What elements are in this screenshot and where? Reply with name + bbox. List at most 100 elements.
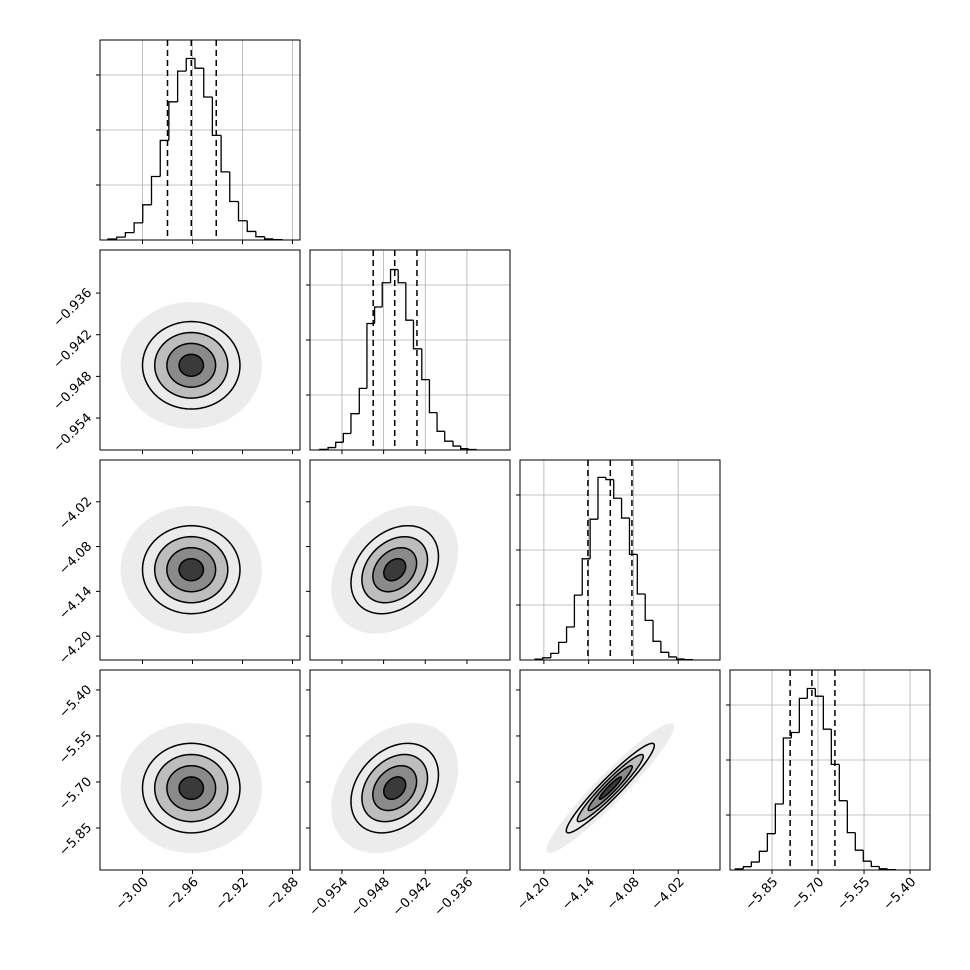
contour bbox=[141, 742, 241, 834]
panel bbox=[309, 249, 511, 451]
histogram-bin bbox=[229, 171, 239, 203]
histogram-bin bbox=[428, 379, 438, 414]
x-tick-label: −0.942 bbox=[390, 875, 435, 920]
histogram-bin bbox=[444, 431, 454, 442]
y-tick-label: −4.20 bbox=[56, 629, 95, 668]
histogram-bin bbox=[550, 652, 559, 658]
y-tick-label: −0.954 bbox=[51, 411, 96, 456]
histogram-bin bbox=[605, 477, 614, 481]
panel bbox=[99, 459, 301, 661]
contour bbox=[372, 546, 418, 593]
histogram-bin bbox=[159, 139, 169, 177]
histogram-bin bbox=[342, 432, 351, 443]
histogram-bin bbox=[758, 850, 768, 863]
contour bbox=[383, 557, 407, 582]
histogram-bin bbox=[124, 231, 135, 238]
histogram-bin bbox=[806, 687, 816, 699]
histogram-bin bbox=[421, 348, 430, 381]
contour bbox=[178, 557, 205, 582]
histogram-bin bbox=[381, 282, 391, 307]
panel bbox=[309, 669, 511, 871]
contour bbox=[598, 776, 623, 801]
panel bbox=[99, 249, 301, 451]
contour bbox=[141, 320, 241, 410]
contour bbox=[361, 753, 429, 823]
histogram-bin bbox=[436, 412, 445, 432]
histogram-bin bbox=[373, 306, 383, 324]
histogram-bin bbox=[366, 322, 375, 389]
x-tick-label: −4.08 bbox=[604, 875, 643, 914]
histogram-bin bbox=[358, 387, 367, 414]
histogram-bin bbox=[168, 101, 178, 141]
histogram-bin bbox=[774, 803, 784, 834]
histogram-bin bbox=[558, 641, 567, 654]
x-tick-label: −2.92 bbox=[213, 875, 252, 914]
contour bbox=[361, 535, 429, 604]
y-tick-label: −0.942 bbox=[51, 327, 96, 372]
histogram-bin bbox=[350, 413, 360, 434]
panel bbox=[519, 459, 721, 661]
histogram-bin bbox=[255, 231, 265, 238]
x-tick-label: −5.85 bbox=[743, 875, 782, 914]
y-tick-label: −5.55 bbox=[56, 729, 95, 768]
contour bbox=[565, 742, 656, 834]
y-tick-label: −5.40 bbox=[56, 683, 95, 722]
histogram-bin bbox=[133, 222, 143, 233]
histogram-bin bbox=[405, 282, 414, 321]
histogram-bin bbox=[814, 688, 824, 697]
contour bbox=[178, 353, 205, 377]
y-tick-label: −4.02 bbox=[56, 494, 95, 533]
histogram-bin bbox=[335, 441, 344, 448]
histogram-bin bbox=[452, 441, 461, 447]
histogram-bin bbox=[660, 641, 669, 653]
histogram-bin bbox=[782, 737, 792, 804]
density-fill bbox=[383, 776, 406, 800]
histogram-bin bbox=[668, 652, 677, 658]
panel bbox=[99, 669, 301, 871]
histogram-bin bbox=[220, 135, 230, 173]
histogram-bin bbox=[742, 866, 752, 869]
histogram-bin bbox=[211, 96, 222, 137]
histogram-bin bbox=[790, 731, 800, 738]
histogram-bin bbox=[838, 764, 848, 802]
histogram-bin bbox=[613, 479, 622, 499]
histogram-bin bbox=[460, 446, 469, 450]
panel bbox=[729, 669, 931, 871]
contour bbox=[350, 742, 440, 834]
density-fill bbox=[179, 558, 204, 581]
histogram-bin bbox=[644, 593, 654, 622]
x-tick-label: −5.40 bbox=[881, 875, 920, 914]
contour bbox=[350, 524, 440, 615]
histogram-bin bbox=[246, 220, 256, 233]
contour bbox=[372, 764, 418, 812]
histogram-bin bbox=[636, 554, 646, 595]
histogram-bin bbox=[573, 594, 583, 627]
histogram-bin bbox=[412, 320, 422, 350]
histogram-bin bbox=[597, 476, 606, 520]
contour bbox=[153, 535, 229, 604]
contour bbox=[166, 546, 217, 593]
histogram-bin bbox=[565, 626, 575, 643]
histogram-bin bbox=[142, 204, 152, 223]
density-fill bbox=[179, 776, 204, 800]
histogram-bin bbox=[620, 498, 630, 519]
density-fill bbox=[179, 354, 204, 377]
y-tick-label: −0.936 bbox=[51, 286, 96, 331]
x-tick-label: −3.00 bbox=[113, 875, 152, 914]
histogram-bin bbox=[542, 657, 551, 660]
histogram-bin bbox=[237, 201, 248, 222]
histogram-bin bbox=[870, 861, 880, 868]
x-tick-label: −4.02 bbox=[649, 875, 688, 914]
contour bbox=[576, 753, 645, 823]
x-tick-label: −2.96 bbox=[163, 875, 202, 914]
histogram-bin bbox=[830, 729, 840, 766]
contour bbox=[587, 764, 634, 812]
contour bbox=[178, 776, 205, 801]
histogram-bin bbox=[846, 800, 856, 834]
x-tick-label: −2.88 bbox=[263, 875, 302, 914]
y-tick-label: −5.70 bbox=[56, 775, 95, 814]
panel bbox=[519, 669, 721, 871]
histogram-bin bbox=[176, 70, 187, 102]
x-tick-label: −0.936 bbox=[432, 875, 477, 920]
histogram-bin bbox=[116, 236, 126, 240]
